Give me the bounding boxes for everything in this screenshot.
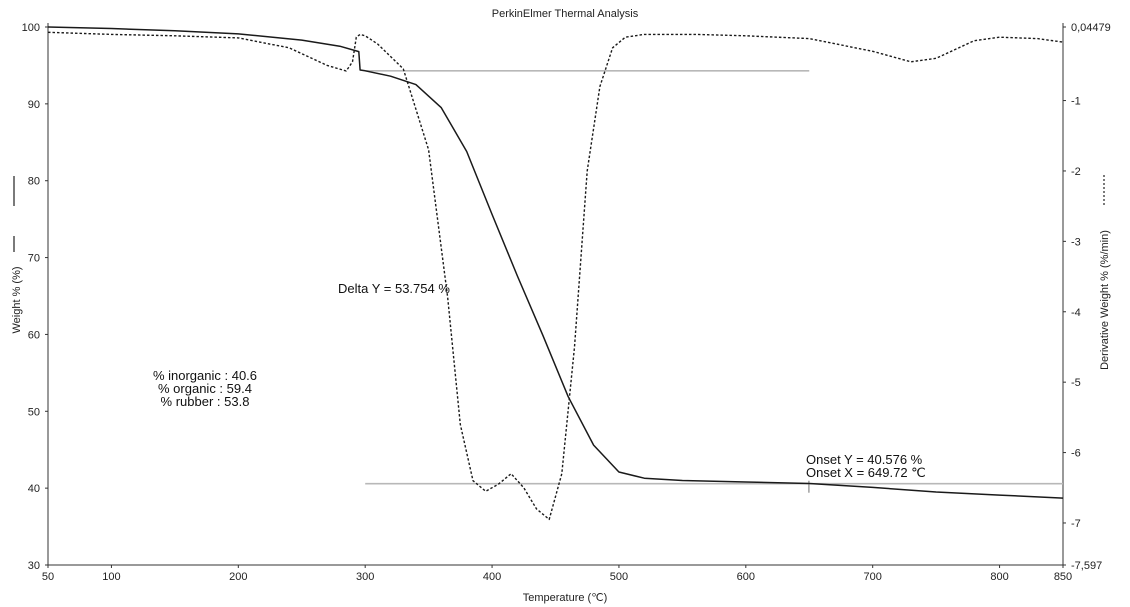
y-tick-label: 100 [22, 22, 40, 34]
x-tick-label: 700 [864, 571, 882, 583]
x-tick-label: 200 [229, 571, 247, 583]
y2-tick-label: -6 [1071, 448, 1081, 460]
weight-percent-series-line [47, 26, 1064, 499]
y-tick-label: 70 [28, 253, 40, 265]
annotation-layer: PerkinElmer Thermal Analysis Temperature… [11, 8, 1111, 604]
y-tick-label: 40 [28, 483, 40, 495]
composition-inorganic: % inorganic : 40.6 [153, 368, 257, 383]
composition-rubber: % rubber : 53.8 [161, 394, 250, 409]
y-tick-label: 80 [28, 176, 40, 188]
y2-tick-label: -4 [1071, 307, 1081, 319]
x-tick-label: 500 [610, 571, 628, 583]
y2-tick-label: -7 [1071, 518, 1081, 530]
x-tick-label: 600 [737, 571, 755, 583]
y-tick-label: 50 [28, 406, 40, 418]
x-tick-label: 800 [990, 571, 1008, 583]
composition-organic: % organic : 59.4 [158, 381, 252, 396]
y-tick-label: 90 [28, 99, 40, 111]
y-tick-label: 30 [28, 560, 40, 572]
x-tick-label: 850 [1054, 571, 1072, 583]
y2-tick-label: -1 [1071, 96, 1081, 108]
x-tick-label: 300 [356, 571, 374, 583]
y2-axis-label: Derivative Weight % (%/min) [1099, 230, 1111, 370]
x-tick-label: 400 [483, 571, 501, 583]
y-tick-label: 60 [28, 329, 40, 341]
series-layer [47, 26, 1064, 521]
delta-y-annotation: Delta Y = 53.754 % [338, 281, 450, 296]
reference-lines-layer [365, 70, 1063, 493]
y2-tick-label: -7,597 [1071, 560, 1102, 572]
onset-x-annotation: Onset X = 649.72 ℃ [806, 465, 926, 480]
onset-y-annotation: Onset Y = 40.576 % [806, 452, 923, 467]
y2-tick-label: 0,04479 [1071, 22, 1111, 34]
y2-tick-label: -5 [1071, 377, 1081, 389]
chart-title: PerkinElmer Thermal Analysis [492, 8, 639, 20]
axes-layer: 50 100 200 300 400 500 600 700 800 850 30 40 50 60 70 8… [13, 22, 1111, 583]
y-axis-label: Weight % (%) [11, 266, 23, 333]
x-axis-label: Temperature (℃) [523, 592, 608, 604]
y2-tick-label: -2 [1071, 166, 1081, 178]
y2-tick-label: -3 [1071, 236, 1081, 248]
x-tick-label: 100 [102, 571, 120, 583]
derivative-weight-series-line [47, 31, 1064, 521]
x-tick-label: 50 [42, 571, 54, 583]
